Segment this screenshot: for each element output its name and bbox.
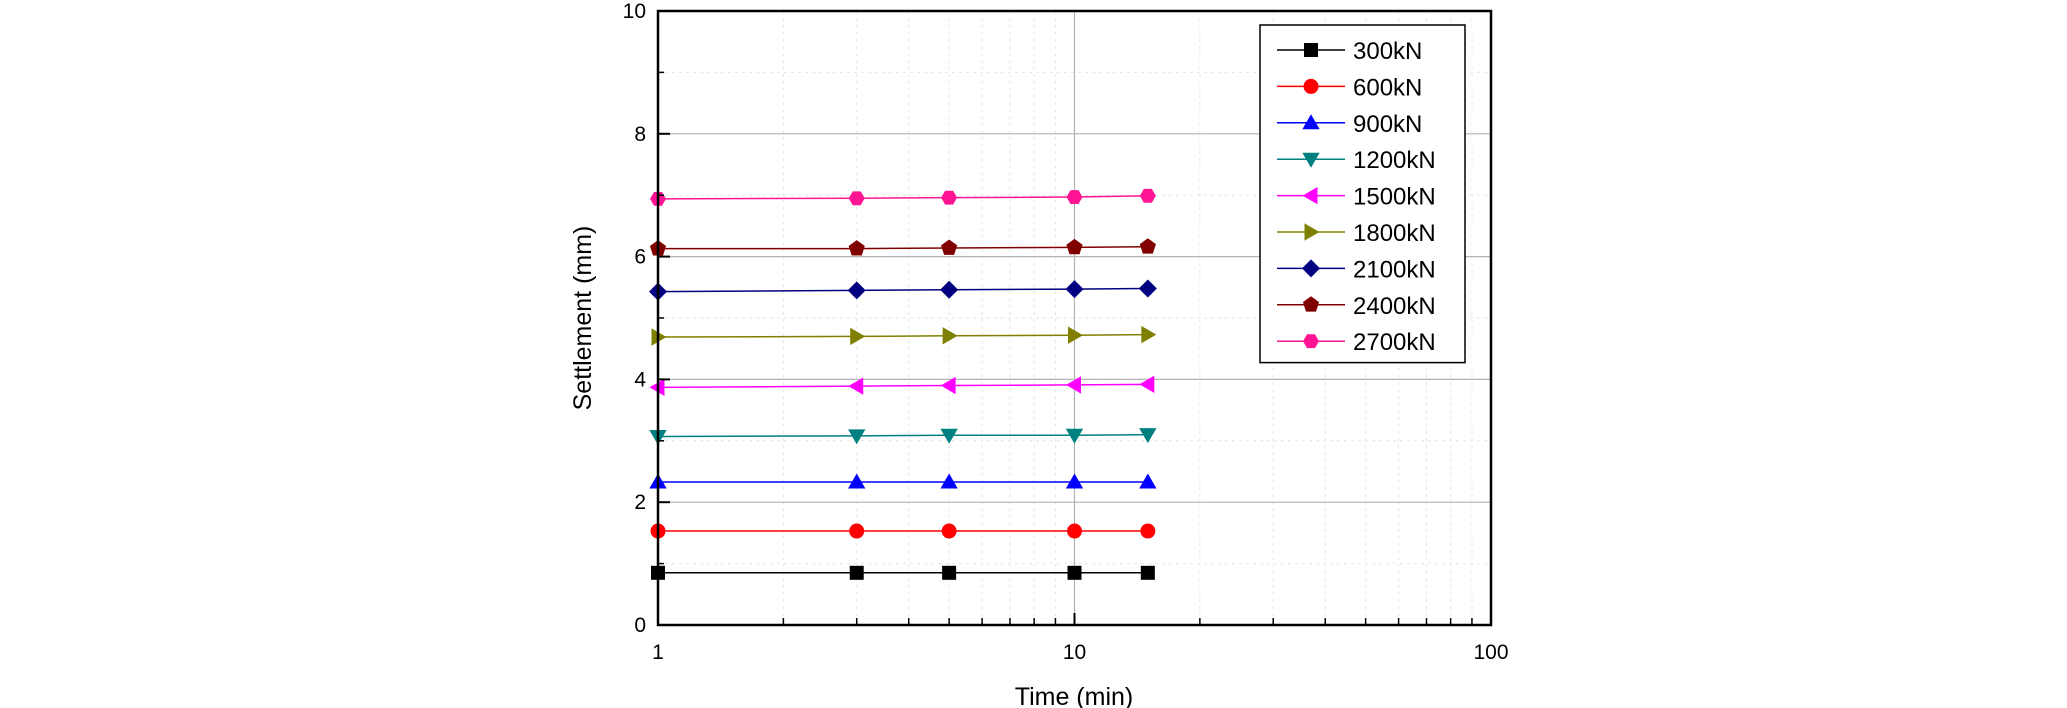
- legend-marker-1800kn: [1304, 223, 1320, 241]
- legend-label-2100kn: 2100kN: [1353, 256, 1436, 283]
- data-point-1500kn: [940, 376, 956, 395]
- legend-box: [1259, 24, 1466, 364]
- data-point-300kn: [942, 565, 957, 580]
- data-point-1200kn: [940, 428, 958, 444]
- legend-marker-2100kn: [1302, 259, 1320, 278]
- data-point-900kn: [1139, 473, 1157, 489]
- data-point-1500kn: [848, 377, 864, 395]
- y-tick-label: 0: [634, 614, 646, 637]
- legend-label-1200kn: 1200kN: [1353, 147, 1436, 174]
- legend-marker-2400kn: [1302, 296, 1320, 312]
- data-point-2700kn: [941, 190, 958, 205]
- data-point-1200kn: [848, 429, 866, 445]
- series-600kn: [650, 523, 1156, 539]
- data-point-2700kn: [1139, 188, 1156, 203]
- series-1800kn: [651, 325, 1157, 346]
- data-point-300kn: [1067, 565, 1082, 580]
- data-point-300kn: [849, 565, 864, 580]
- legend-label-1500kn: 1500kN: [1353, 184, 1436, 211]
- legend-marker-300kn: [1304, 43, 1318, 57]
- y-tick-label: 4: [634, 368, 646, 391]
- legend-label-1800kn: 1800kN: [1353, 220, 1436, 247]
- data-point-600kn: [1067, 523, 1082, 539]
- legend-label-600kn: 600kN: [1353, 74, 1422, 101]
- y-tick-label: 8: [634, 123, 646, 146]
- series-300kn: [651, 565, 1155, 580]
- data-point-600kn: [849, 523, 865, 539]
- series-2100kn: [649, 279, 1157, 301]
- data-point-600kn: [1140, 523, 1156, 539]
- series-2400kn: [649, 238, 1156, 256]
- data-point-900kn: [1065, 473, 1084, 489]
- data-point-300kn: [1140, 565, 1155, 580]
- data-point-2400kn: [1066, 238, 1083, 255]
- data-point-2700kn: [1066, 190, 1083, 204]
- data-point-1200kn: [1139, 428, 1157, 444]
- data-point-900kn: [940, 473, 958, 489]
- series-1200kn: [649, 428, 1157, 445]
- data-point-1800kn: [1141, 325, 1157, 344]
- legend-marker-600kn: [1303, 78, 1319, 94]
- data-point-900kn: [848, 473, 866, 489]
- y-tick-label: 2: [634, 491, 646, 514]
- x-tick-label: 10: [1063, 641, 1086, 664]
- x-axis-title: Time (min): [1015, 683, 1134, 708]
- legend-marker-1500kn: [1302, 186, 1318, 205]
- axis-ticks: 1 10 100 0 2 4 6 8 10: [623, 0, 1509, 664]
- data-point-1500kn: [1066, 376, 1081, 394]
- data-point-1800kn: [942, 327, 958, 345]
- legend-marker-900kn: [1302, 114, 1320, 130]
- data-point-2400kn: [848, 240, 865, 256]
- series-layer: [649, 188, 1157, 580]
- data-point-1500kn: [1139, 375, 1155, 393]
- series-2700kn: [650, 188, 1156, 206]
- data-point-2700kn: [848, 191, 865, 206]
- data-point-2400kn: [941, 239, 958, 255]
- legend-label-2700kn: 2700kN: [1353, 329, 1436, 356]
- legend-marker-1200kn: [1302, 152, 1320, 168]
- data-point-2100kn: [1138, 279, 1157, 298]
- data-point-2400kn: [1139, 238, 1156, 254]
- data-point-2100kn: [940, 280, 959, 299]
- y-axis-title: Settlement (mm): [569, 226, 597, 411]
- data-point-1800kn: [1068, 326, 1083, 344]
- legend-label-2400kn: 2400kN: [1353, 293, 1436, 320]
- y-tick-label: 10: [623, 0, 646, 23]
- x-tick-label: 100: [1473, 641, 1508, 664]
- data-point-1200kn: [1065, 428, 1084, 444]
- series-1500kn: [649, 375, 1155, 397]
- data-point-1800kn: [850, 327, 866, 346]
- legend: 300kN 600kN 900kN 1200kN 1500kN 1800kN 2100kN 2…: [1259, 24, 1466, 364]
- data-point-600kn: [941, 523, 957, 539]
- legend-marker-2700kn: [1303, 334, 1319, 349]
- data-point-2100kn: [1065, 280, 1084, 299]
- legend-label-300kn: 300kN: [1353, 38, 1422, 65]
- data-point-2100kn: [847, 281, 866, 300]
- y-tick-label: 6: [634, 246, 646, 269]
- series-900kn: [649, 473, 1157, 489]
- legend-label-900kn: 900kN: [1353, 111, 1422, 138]
- x-tick-label: 1: [652, 641, 664, 664]
